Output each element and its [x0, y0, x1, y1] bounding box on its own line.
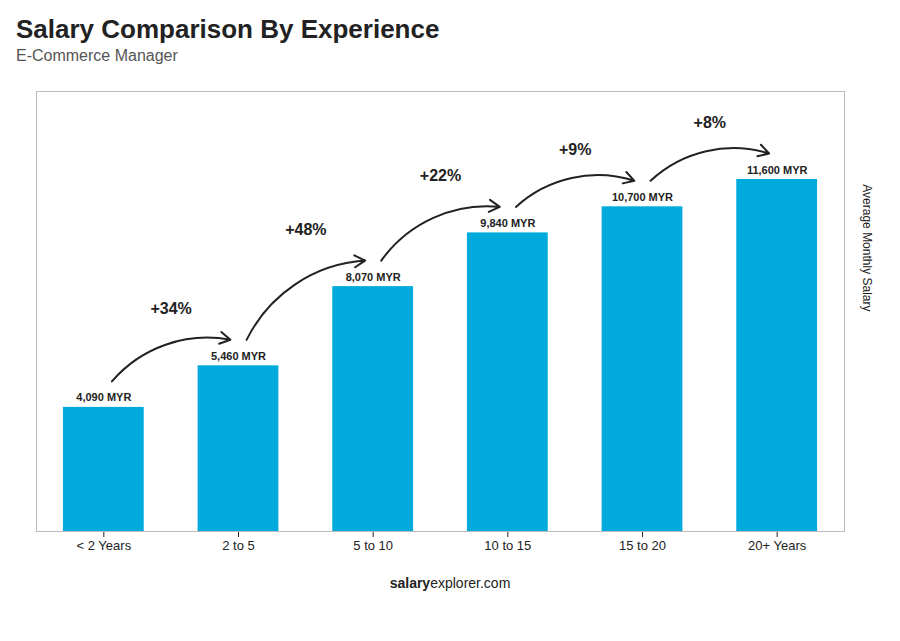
svg-text:11,600 MYR: 11,600 MYR: [747, 164, 808, 176]
html-text:Salary Comparison By Experienc: Salary Comparison By Experience: [16, 14, 440, 44]
svg-text:9,840 MYR: 9,840 MYR: [480, 217, 535, 229]
html-text:E-Commerce Manager: E-Commerce Manager: [16, 47, 178, 64]
svg-text:8,070 MYR: 8,070 MYR: [346, 271, 401, 283]
svg-text:5 to 10: 5 to 10: [353, 538, 393, 553]
svg-text:20+ Years: 20+ Years: [748, 538, 807, 553]
svg-text:+22%: +22%: [420, 167, 461, 184]
svg-text:4,090 MYR: 4,090 MYR: [76, 391, 131, 403]
svg-text:+8%: +8%: [694, 114, 726, 131]
svg-text:+34%: +34%: [150, 300, 191, 317]
svg-text:< 2 Years: < 2 Years: [77, 538, 132, 553]
svg-text:10,700 MYR: 10,700 MYR: [612, 191, 673, 203]
svg-text:2 to 5: 2 to 5: [222, 538, 255, 553]
svg-text:5,460 MYR: 5,460 MYR: [211, 350, 266, 362]
svg-text:15 to 20: 15 to 20: [619, 538, 666, 553]
svg-text:+9%: +9%: [559, 141, 591, 158]
svg-text:10 to 15: 10 to 15: [484, 538, 531, 553]
svg-text:Average Monthly Salary: Average Monthly Salary: [860, 184, 874, 311]
svg-text:+48%: +48%: [285, 221, 326, 238]
html-text:salary explorer.com: salary explorer.com: [389, 575, 511, 591]
